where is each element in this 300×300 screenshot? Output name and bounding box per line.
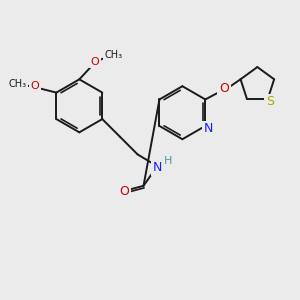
Text: N: N xyxy=(153,161,162,174)
Text: N: N xyxy=(204,122,213,135)
Text: CH₃: CH₃ xyxy=(8,79,26,89)
Text: O: O xyxy=(30,81,39,91)
Text: CH₃: CH₃ xyxy=(105,50,123,60)
Text: O: O xyxy=(91,57,99,67)
Text: H: H xyxy=(164,156,172,166)
Text: O: O xyxy=(219,82,229,95)
Text: O: O xyxy=(119,185,129,198)
Text: S: S xyxy=(266,95,274,109)
